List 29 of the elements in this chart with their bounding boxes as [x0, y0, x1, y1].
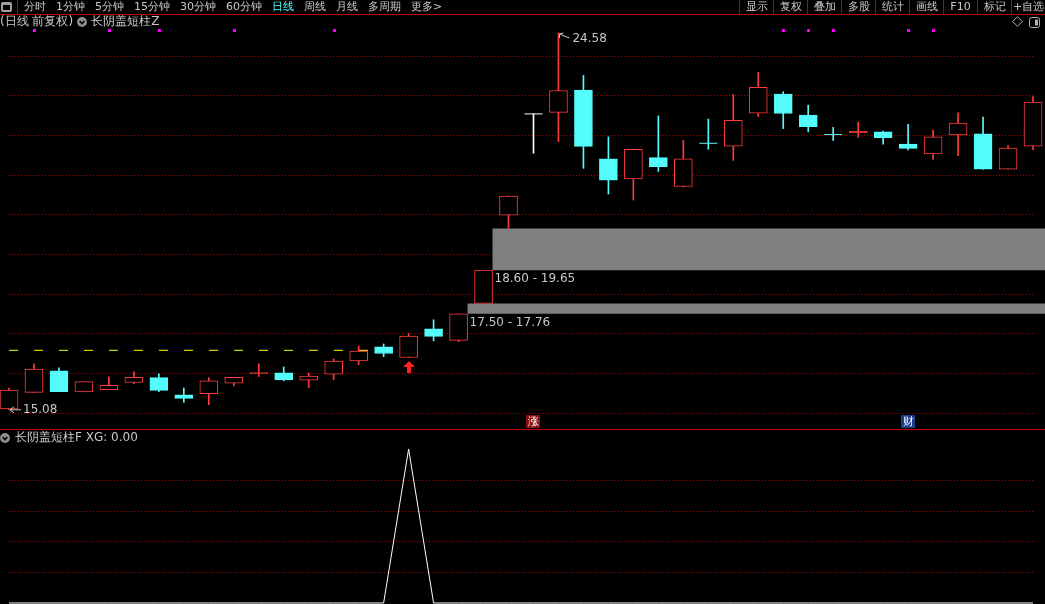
text: 更多> — [410, 0, 444, 14]
text: 叠加 — [807, 0, 841, 14]
annotation: 15.08 — [23, 401, 58, 416]
text: 涨 — [526, 415, 540, 428]
text: 标记 — [977, 0, 1011, 14]
band-label: 18.60 - 19.65 — [494, 271, 576, 286]
band-label: 17.50 - 17.76 — [469, 314, 551, 329]
text: 多周期 — [367, 0, 402, 14]
text: 多股 — [841, 0, 875, 14]
text: 5分钟 — [94, 0, 125, 14]
text: F10 — [943, 0, 977, 14]
text: 周线 — [303, 0, 327, 14]
text: 复权 — [773, 0, 807, 14]
text: 统计 — [875, 0, 909, 14]
text: 30分钟 — [179, 0, 217, 14]
text: 财 — [901, 415, 915, 428]
text: 月线 — [335, 0, 359, 14]
text: 画线 — [909, 0, 943, 14]
text: 60分钟 — [225, 0, 263, 14]
chart-title: 长阴盖短柱F XG: 0.00 — [15, 429, 138, 446]
text: 日线 — [271, 0, 295, 14]
annotation: 24.58 — [572, 31, 607, 46]
chart-title: (日线 前复权) — [0, 13, 74, 30]
text: 分时 — [23, 0, 47, 14]
text: 显示 — [739, 0, 773, 14]
text: 15分钟 — [133, 0, 171, 14]
text: 1分钟 — [55, 0, 86, 14]
chart-subtitle: 长阴盖短柱Z — [91, 13, 160, 30]
text: +自选 — [1011, 0, 1045, 14]
